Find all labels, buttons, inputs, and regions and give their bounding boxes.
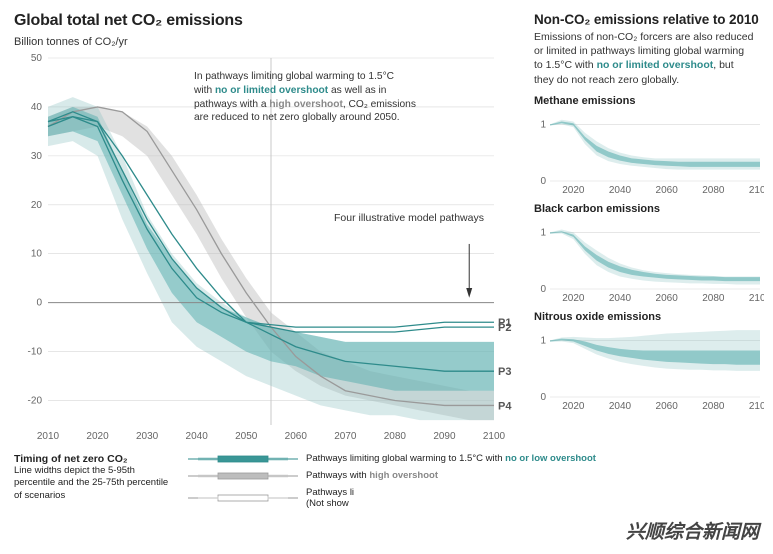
svg-text:2060: 2060 (656, 401, 679, 412)
svg-text:2070: 2070 (334, 431, 357, 442)
svg-text:2040: 2040 (609, 401, 632, 412)
svg-text:20: 20 (31, 200, 43, 211)
svg-text:2060: 2060 (656, 185, 679, 196)
svg-text:2100: 2100 (483, 431, 506, 442)
svg-text:40: 40 (31, 102, 43, 113)
svg-text:-10: -10 (28, 347, 43, 358)
rd-l3b: no or limited overshoot (597, 59, 714, 71)
legend-rows: Pathways limiting global warming to 1.5°… (188, 453, 596, 509)
svg-text:2020: 2020 (562, 401, 585, 412)
svg-text:30: 30 (31, 151, 43, 162)
right-title: Non-CO₂ emissions relative to 2010 (534, 12, 764, 27)
mini-svg: 0 1 2020 2040 2060 2080 2100 (534, 217, 764, 305)
legend-row-text: Pathways li(Not show (306, 487, 354, 509)
desc-l2b: no or limited overshoot (215, 85, 328, 96)
legend-title: Timing of net zero CO₂ (14, 453, 174, 465)
legend: Timing of net zero CO₂ Line widths depic… (14, 453, 763, 509)
svg-text:2050: 2050 (235, 431, 258, 442)
legend-swatch (188, 493, 298, 503)
legend-row: Pathways li(Not show (188, 487, 596, 509)
main-desc: In pathways limiting global warming to 1… (194, 70, 454, 125)
mini-title: Nitrous oxide emissions (534, 311, 764, 323)
svg-text:0: 0 (36, 298, 42, 309)
svg-text:2090: 2090 (433, 431, 456, 442)
svg-text:1: 1 (540, 335, 546, 346)
svg-text:2100: 2100 (749, 185, 764, 196)
watermark: 兴顺综合新闻网 (626, 517, 759, 544)
right-desc: Emissions of non-CO₂ forcers are also re… (534, 30, 764, 87)
svg-text:2060: 2060 (656, 293, 679, 304)
svg-text:P3: P3 (498, 366, 511, 378)
right-col: Non-CO₂ emissions relative to 2010 Emiss… (534, 12, 764, 447)
legend-row-text: Pathways limiting global warming to 1.5°… (306, 453, 596, 464)
svg-text:2080: 2080 (384, 431, 407, 442)
main-ylabel: Billion tonnes of CO₂/yr (14, 36, 524, 48)
svg-text:50: 50 (31, 53, 43, 64)
svg-text:2040: 2040 (609, 293, 632, 304)
legend-row-text: Pathways with high overshoot (306, 470, 438, 481)
rd-l3c: , but (713, 59, 733, 71)
mini-svg: 0 1 2020 2040 2060 2080 2100 (534, 325, 764, 413)
svg-text:2030: 2030 (136, 431, 159, 442)
legend-swatch (188, 471, 298, 481)
rd-l4: they do not reach zero globally. (534, 74, 679, 86)
mini-chart: Methane emissions 0 1 2020 2040 2060 2080 2100 (534, 95, 764, 197)
legend-row: Pathways limiting global warming to 1.5°… (188, 453, 596, 464)
svg-text:10: 10 (31, 249, 43, 260)
rd-l2: or limited in pathways limiting global w… (534, 45, 744, 57)
svg-text:1: 1 (540, 119, 546, 130)
rd-l1: Emissions of non-CO₂ forcers are also re… (534, 31, 753, 43)
svg-text:2100: 2100 (749, 401, 764, 412)
svg-text:2040: 2040 (186, 431, 209, 442)
svg-text:2040: 2040 (609, 185, 632, 196)
legend-sub: Line widths depict the 5-95th percentile… (14, 465, 174, 502)
legend-row: Pathways with high overshoot (188, 470, 596, 481)
desc-l1: In pathways limiting global warming to 1… (194, 71, 394, 82)
svg-text:2020: 2020 (562, 293, 585, 304)
right-charts: Methane emissions0120202040206020802100B… (534, 95, 764, 413)
mini-svg: 0 1 2020 2040 2060 2080 2100 (534, 109, 764, 197)
mini-chart: Black carbon emissions 0 1 2020 2040 2060 2080… (534, 203, 764, 305)
svg-text:0: 0 (540, 176, 546, 187)
svg-text:2080: 2080 (702, 293, 725, 304)
svg-text:2020: 2020 (562, 185, 585, 196)
desc-l4: are reduced to net zero globally around … (194, 112, 400, 123)
desc-l3b: high overshoot (269, 99, 343, 110)
svg-text:2020: 2020 (86, 431, 109, 442)
left-col: Global total net CO₂ emissions Billion t… (14, 12, 524, 447)
svg-text:2080: 2080 (702, 185, 725, 196)
mini-title: Black carbon emissions (534, 203, 764, 215)
svg-text:1: 1 (540, 227, 546, 238)
desc-l3a: pathways with a (194, 99, 269, 110)
mini-chart: Nitrous oxide emissions 0 1 2020 2040 2060 208… (534, 311, 764, 413)
svg-text:2100: 2100 (749, 293, 764, 304)
svg-text:0: 0 (540, 392, 546, 403)
svg-text:P4: P4 (498, 400, 512, 412)
mini-title: Methane emissions (534, 95, 764, 107)
desc-l2c: as well as in (328, 85, 386, 96)
svg-text:2010: 2010 (37, 431, 60, 442)
desc-l2a: with (194, 85, 215, 96)
rd-l3a: to 1.5°C with (534, 59, 597, 71)
svg-text:2060: 2060 (285, 431, 308, 442)
desc-l3c: , CO₂ emissions (343, 99, 416, 110)
svg-text:P2: P2 (498, 322, 511, 334)
svg-text:0: 0 (540, 284, 546, 295)
arrow-label: Four illustrative model pathways (334, 212, 484, 224)
legend-swatch (188, 454, 298, 464)
main-title: Global total net CO₂ emissions (14, 12, 524, 30)
svg-text:-20: -20 (28, 396, 43, 407)
svg-text:2080: 2080 (702, 401, 725, 412)
legend-left: Timing of net zero CO₂ Line widths depic… (14, 453, 174, 509)
